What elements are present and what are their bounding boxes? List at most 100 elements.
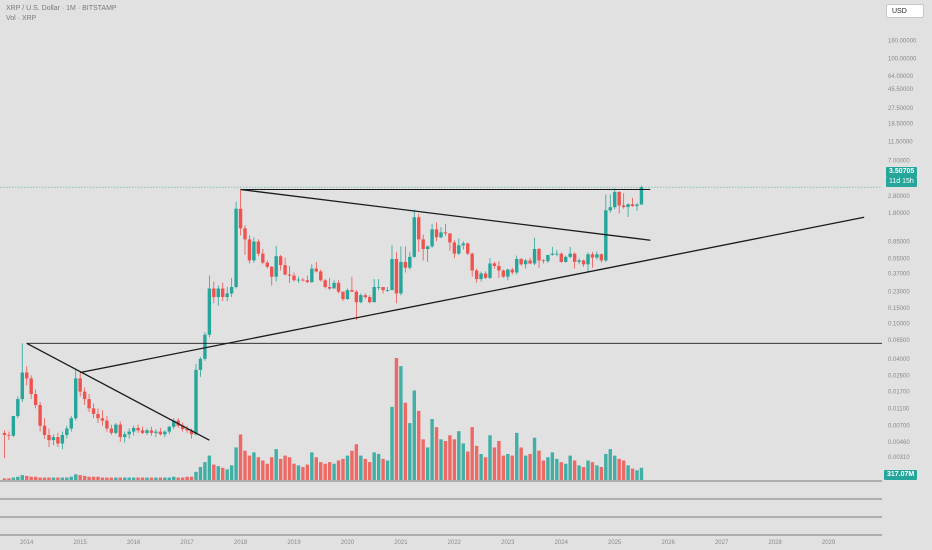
volume-bar bbox=[381, 458, 385, 480]
volume-bar bbox=[394, 358, 399, 480]
volume-bar bbox=[586, 460, 590, 480]
candle-body bbox=[448, 233, 452, 243]
volume-bar bbox=[448, 435, 452, 480]
x-tick-label: 2015 bbox=[74, 540, 88, 546]
price-axis-bg[interactable] bbox=[882, 0, 932, 550]
volume-bar bbox=[82, 475, 87, 480]
candle bbox=[363, 293, 367, 300]
candle bbox=[497, 261, 501, 278]
volume-bar bbox=[434, 427, 439, 480]
volume-bar bbox=[408, 423, 412, 480]
candle bbox=[452, 240, 457, 259]
volume-bar bbox=[145, 477, 149, 480]
candle-body bbox=[381, 287, 385, 291]
y-tick-label: 64.00000 bbox=[888, 74, 914, 80]
price-axis[interactable]: 160.00000 100.00000 64.00000 45.50000 27.500… bbox=[882, 0, 932, 550]
trendline[interactable] bbox=[26, 342, 210, 441]
chart-legend: XRP / U.S. Dollar · 1M · BITSTAMP Vol · … bbox=[6, 4, 117, 24]
candle bbox=[483, 271, 488, 280]
candle bbox=[91, 403, 96, 419]
candle-body bbox=[359, 295, 363, 303]
y-tick-label: 0.04000 bbox=[888, 357, 910, 363]
volume-bar bbox=[38, 477, 42, 480]
volume-bar bbox=[25, 475, 29, 480]
volume-bar bbox=[577, 465, 581, 480]
candle bbox=[550, 246, 555, 256]
volume-bar bbox=[568, 455, 572, 480]
volume-bar bbox=[608, 449, 612, 480]
candle-body bbox=[336, 282, 341, 292]
candle bbox=[461, 241, 465, 250]
candle bbox=[434, 222, 439, 242]
volume-bar bbox=[372, 452, 376, 480]
candle-body bbox=[221, 288, 225, 298]
volume-bar bbox=[238, 434, 243, 480]
x-tick-label: 2019 bbox=[287, 540, 301, 546]
candle bbox=[470, 252, 474, 277]
candle-body bbox=[354, 291, 359, 303]
volume-bar bbox=[515, 432, 519, 480]
candle-layer bbox=[2, 185, 644, 459]
candle-body bbox=[225, 293, 229, 298]
trendline[interactable] bbox=[80, 216, 865, 374]
candle-body bbox=[319, 271, 323, 281]
candle-body bbox=[613, 191, 617, 208]
candle-body bbox=[145, 430, 149, 433]
candle-body bbox=[417, 217, 421, 240]
volume-bar bbox=[350, 450, 354, 480]
candle-body bbox=[229, 287, 234, 294]
candle-body bbox=[305, 280, 310, 283]
candle-body bbox=[163, 431, 167, 435]
candle-body bbox=[430, 229, 434, 247]
candle-body bbox=[327, 287, 332, 289]
y-tick-label: 2.80000 bbox=[888, 194, 910, 200]
volume-bar bbox=[537, 450, 541, 480]
candle-body bbox=[87, 399, 91, 409]
candle-body bbox=[483, 273, 488, 278]
candle-body bbox=[376, 287, 381, 288]
candle-body bbox=[158, 431, 163, 435]
candle bbox=[203, 332, 207, 361]
volume-bar bbox=[198, 466, 203, 480]
candle bbox=[488, 258, 492, 280]
x-tick-label: 2022 bbox=[448, 540, 462, 546]
candle bbox=[270, 265, 274, 286]
volume-bar bbox=[341, 458, 345, 480]
volume-bar bbox=[305, 464, 310, 480]
volume-bar bbox=[421, 439, 425, 480]
volume-bar bbox=[319, 462, 323, 480]
candle-body bbox=[341, 291, 345, 300]
candle bbox=[417, 213, 421, 252]
trendline[interactable] bbox=[240, 188, 651, 241]
volume-bar bbox=[136, 477, 140, 480]
volume-bar bbox=[626, 465, 630, 480]
candle bbox=[368, 295, 372, 304]
volume-bar bbox=[296, 465, 301, 480]
candle-body bbox=[372, 287, 376, 303]
time-axis[interactable]: 2014 2015 2016 2017 2018 2019 2020 2021 2022 2023… bbox=[20, 540, 836, 546]
candle bbox=[336, 280, 341, 294]
drawing-layer[interactable] bbox=[0, 186, 882, 441]
volume-bar bbox=[114, 477, 118, 480]
volume-bar bbox=[140, 477, 145, 480]
volume-bar bbox=[11, 477, 16, 480]
volume-bar bbox=[532, 437, 537, 480]
volume-bar bbox=[221, 467, 225, 480]
candle-body bbox=[20, 372, 24, 400]
currency-button[interactable]: USD bbox=[886, 4, 924, 18]
volume-bar bbox=[617, 458, 621, 480]
candle bbox=[492, 261, 497, 269]
candle-body bbox=[167, 426, 171, 432]
candle bbox=[74, 369, 78, 421]
candle-body bbox=[564, 256, 568, 262]
candle-body bbox=[149, 430, 154, 433]
x-tick-label: 2025 bbox=[608, 540, 622, 546]
candle bbox=[568, 246, 572, 259]
candle bbox=[577, 258, 581, 265]
volume-bar bbox=[488, 435, 492, 480]
candle bbox=[145, 428, 149, 435]
volume-bar bbox=[292, 463, 296, 480]
candle-body bbox=[528, 260, 532, 264]
